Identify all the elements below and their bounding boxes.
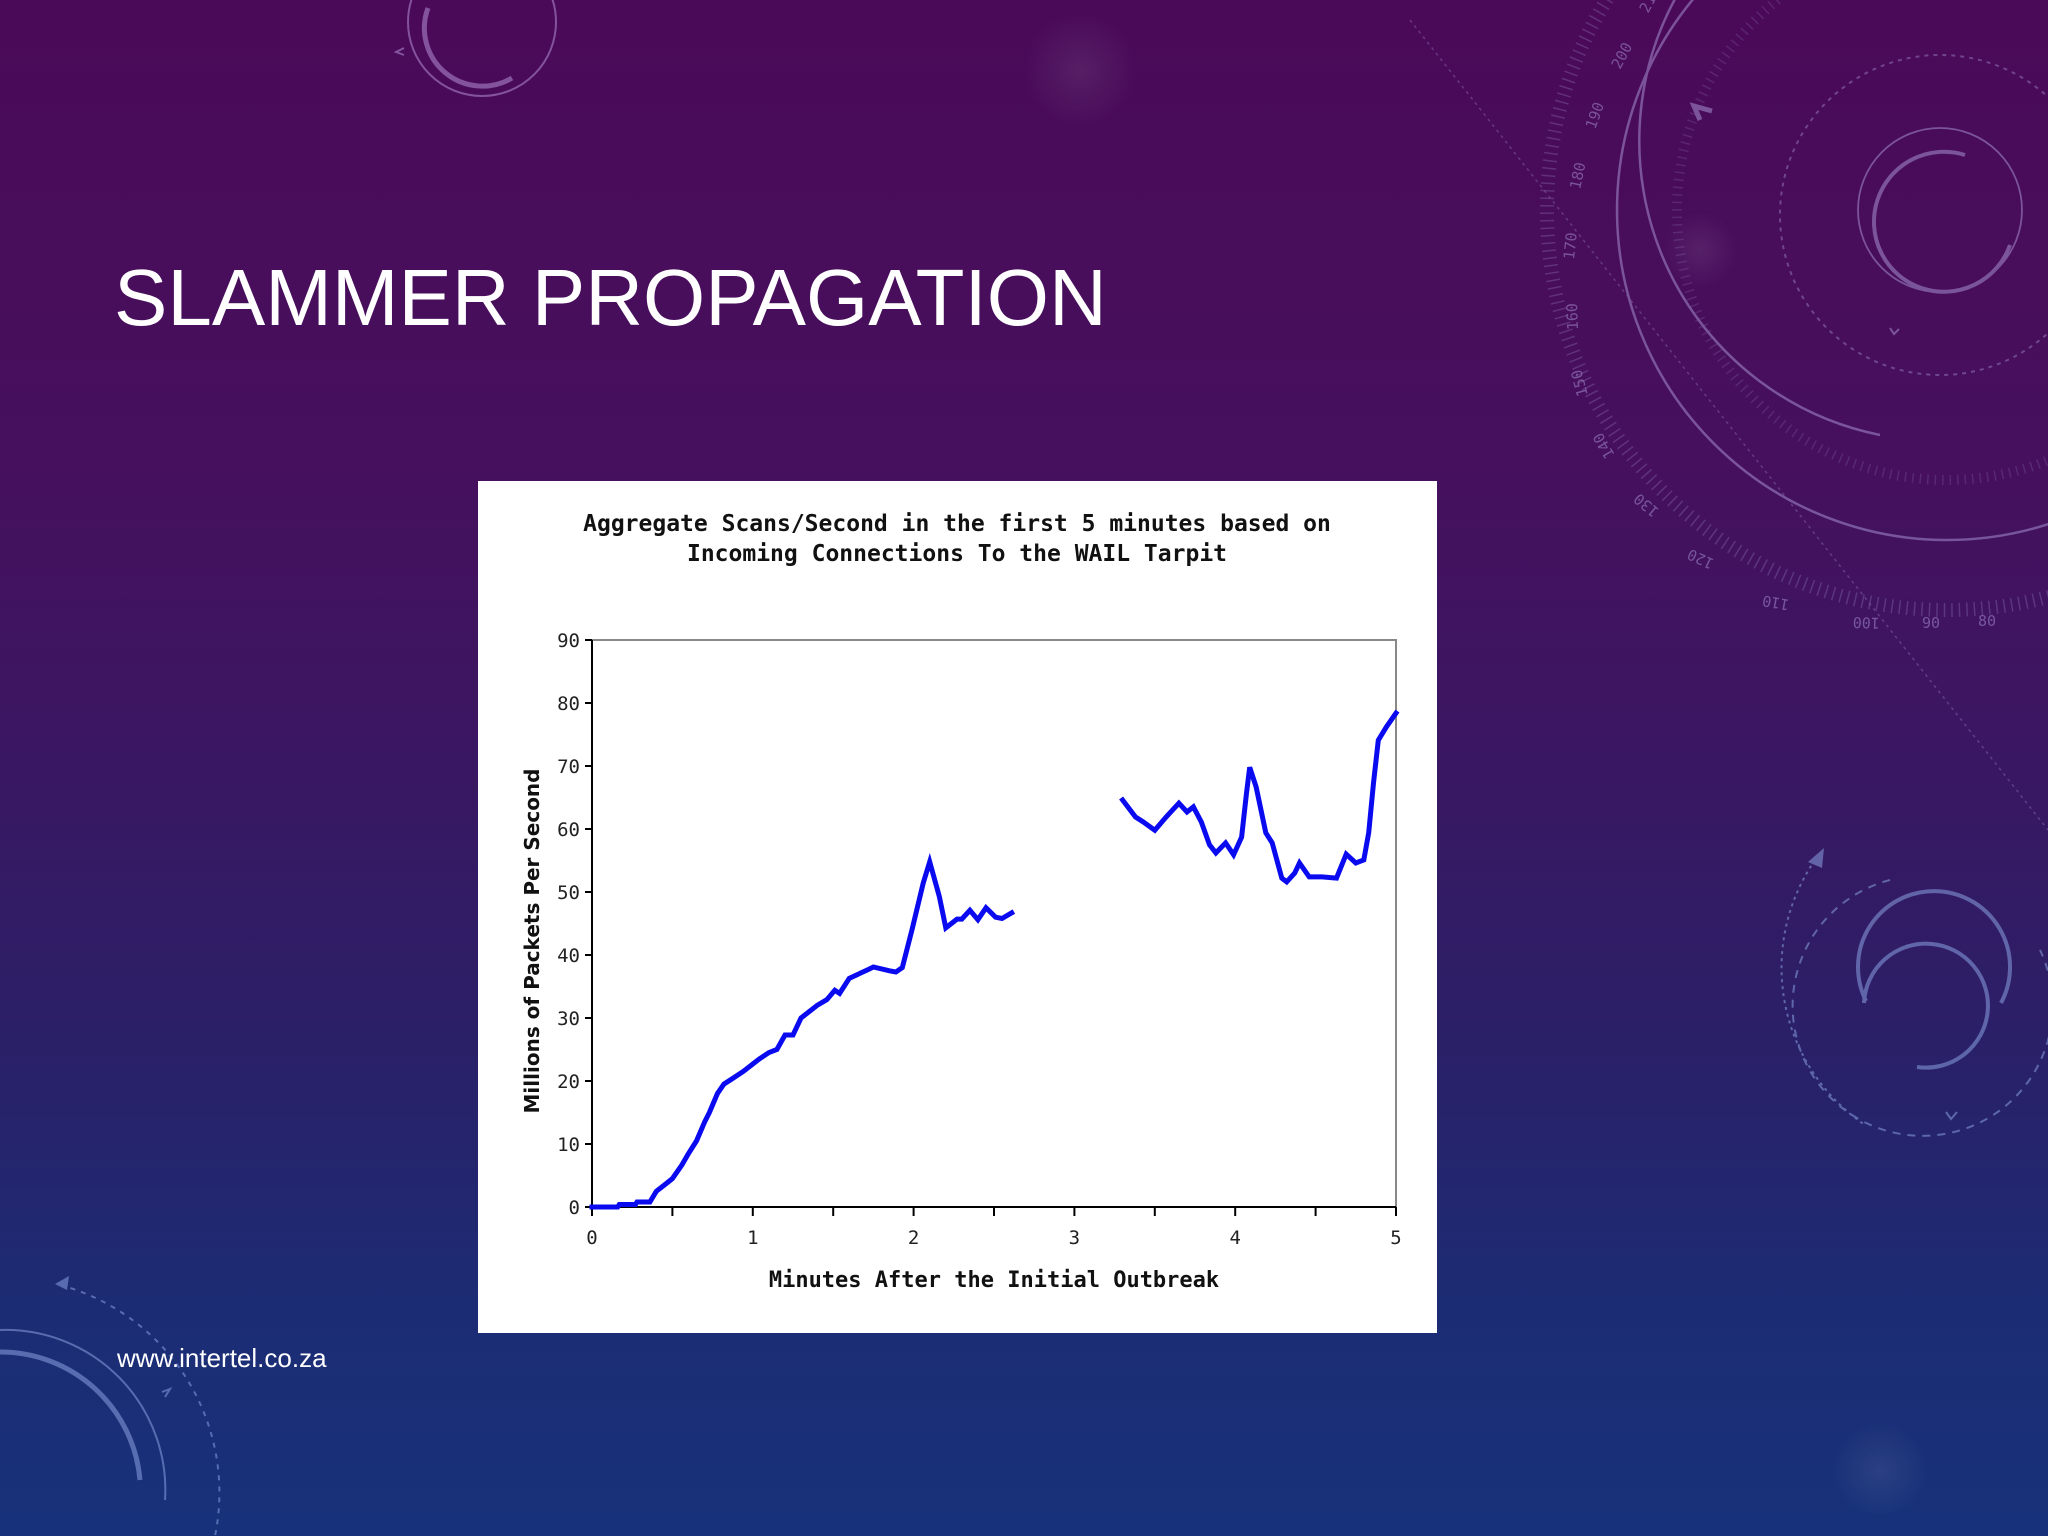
svg-text:200: 200 <box>1608 40 1637 72</box>
x-axis-label: Minutes After the Initial Outbreak <box>769 1268 1219 1293</box>
ring-decoration-bottom-left <box>0 1276 221 1536</box>
y-tick-label: 40 <box>557 945 580 967</box>
y-axis-label: Millions of Packets Per Second <box>520 769 544 1114</box>
series-line <box>1119 709 1400 886</box>
y-tick-label: 50 <box>557 882 580 904</box>
svg-text:120: 120 <box>1685 545 1717 573</box>
svg-text:110: 110 <box>1761 591 1791 613</box>
svg-text:180: 180 <box>1566 161 1589 191</box>
svg-text:100: 100 <box>1852 613 1880 632</box>
svg-text:150: 150 <box>1567 368 1591 399</box>
y-tick-label: 10 <box>557 1134 580 1156</box>
x-tick-label: 4 <box>1229 1227 1240 1249</box>
y-tick-label: 90 <box>557 630 580 652</box>
x-tick-label: 2 <box>908 1227 919 1249</box>
svg-text:Aggregate Scans/Second in the: Aggregate Scans/Second in the first 5 mi… <box>583 511 1331 537</box>
chart-title: Aggregate Scans/Second in the first 5 mi… <box>583 511 1331 567</box>
svg-text:140: 140 <box>1589 430 1618 462</box>
y-tick-label: 20 <box>557 1071 580 1093</box>
chart-image: Aggregate Scans/Second in the first 5 mi… <box>478 481 1437 1333</box>
svg-text:90: 90 <box>1922 614 1940 632</box>
series-line <box>589 852 1016 1210</box>
svg-text:210: 210 <box>1636 0 1665 16</box>
y-tick-label: 70 <box>557 756 580 778</box>
data-series <box>589 709 1400 1210</box>
y-axis: 0 10 20 30 40 50 60 70 80 90 <box>557 630 592 1219</box>
dial-labels: 210 200 190 180 170 160 150 140 130 120 … <box>1560 0 1996 632</box>
dial-decoration-top-right <box>1409 0 2048 831</box>
y-tick-label: 0 <box>569 1197 580 1219</box>
ring-decoration-bottom-right <box>1780 848 2048 1137</box>
svg-text:130: 130 <box>1630 490 1662 521</box>
y-tick-label: 80 <box>557 693 580 715</box>
svg-text:190: 190 <box>1582 100 1608 132</box>
x-tick-label: 0 <box>586 1227 597 1249</box>
svg-text:170: 170 <box>1560 232 1581 261</box>
line-chart: Aggregate Scans/Second in the first 5 mi… <box>520 511 1402 1293</box>
x-axis: 0 1 2 3 4 5 <box>586 1207 1402 1249</box>
svg-text:Incoming Connections To the WA: Incoming Connections To the WAIL Tarpit <box>687 541 1227 567</box>
svg-text:160: 160 <box>1563 303 1582 331</box>
y-tick-label: 30 <box>557 1008 580 1030</box>
y-tick-label: 60 <box>557 819 580 841</box>
svg-text:80: 80 <box>1978 612 1996 630</box>
x-tick-label: 3 <box>1069 1227 1080 1249</box>
plot-area <box>591 639 1397 1208</box>
footer-url: www.intertel.co.za <box>117 1343 327 1373</box>
ring-decoration-top-left <box>393 0 557 97</box>
x-tick-label: 5 <box>1390 1227 1401 1249</box>
slide-title: SLAMMER PROPAGATION <box>114 253 1107 342</box>
x-tick-label: 1 <box>747 1227 758 1249</box>
